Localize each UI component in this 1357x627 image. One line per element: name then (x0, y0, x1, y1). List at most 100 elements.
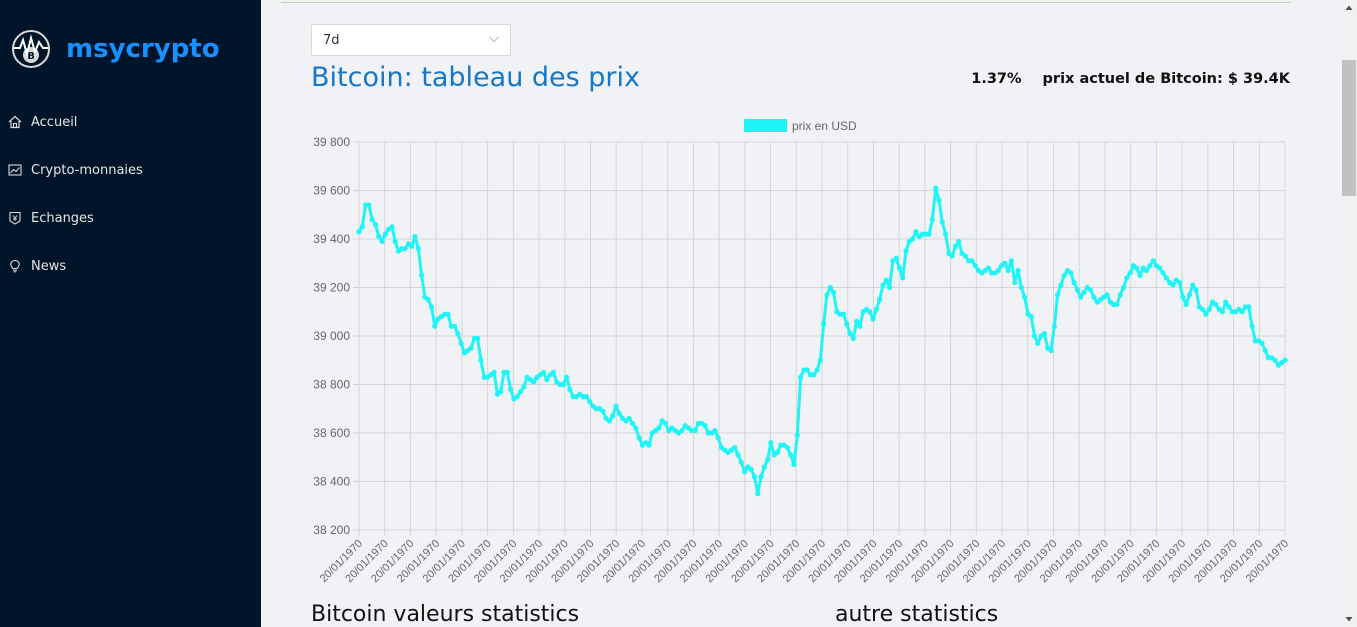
price-point (1028, 314, 1034, 320)
price-point (774, 449, 781, 455)
price-point (942, 231, 949, 237)
price-point (1137, 272, 1143, 278)
y-tick-label: 39 600 (313, 184, 350, 198)
price-point (811, 372, 817, 378)
sidebar-item-crypto-monnaies[interactable]: Crypto-monnaies (0, 146, 261, 194)
price-point (1015, 267, 1021, 274)
price-point (1203, 311, 1209, 317)
price-point (1246, 304, 1252, 310)
price-point (1190, 282, 1196, 288)
price-chart: prix en USD 39 800 39 600 39 400 39 200 39 00… (301, 110, 1341, 608)
price-point (1206, 306, 1212, 312)
price-point (821, 321, 827, 327)
price-point (751, 474, 758, 480)
price-point (1031, 333, 1038, 339)
price-point (784, 444, 790, 451)
price-point (1143, 267, 1150, 274)
price-point (366, 202, 372, 208)
price-point (893, 255, 899, 261)
price-point (468, 345, 474, 351)
price-point (478, 357, 484, 363)
y-tick-label: 39 200 (313, 281, 350, 295)
price-point (1008, 258, 1015, 264)
price-point (415, 246, 421, 252)
price-point (732, 444, 738, 451)
sidebar-item-echanges[interactable]: Echanges (0, 194, 261, 242)
price-point (550, 369, 557, 375)
price-point (712, 427, 718, 434)
price-point (636, 435, 642, 441)
price-point (1150, 258, 1156, 264)
sidebar-item-accueil[interactable]: Accueil (0, 98, 261, 146)
price-point (758, 474, 764, 480)
price-summary: 1.37% prix actuel de Bitcoin: $ 39.4K (971, 71, 1290, 87)
y-tick-label: 38 600 (313, 426, 350, 440)
bitcoin-logo-icon: B (12, 30, 50, 68)
price-point (409, 243, 415, 249)
price-point (1114, 301, 1120, 308)
scroll-up-icon[interactable] (1341, 0, 1357, 16)
sidebar-item-news[interactable]: News (0, 242, 261, 290)
price-point (883, 277, 889, 283)
price-point (1249, 323, 1255, 329)
price-point (929, 217, 936, 223)
price-point (507, 386, 514, 392)
price-point (491, 369, 497, 375)
price-point (445, 311, 451, 317)
price-point (972, 263, 978, 269)
price-point (827, 284, 833, 291)
price-point (1048, 347, 1054, 354)
price-point (389, 224, 395, 230)
price-point (1219, 309, 1225, 315)
price-point (1147, 263, 1153, 269)
price-point (903, 248, 909, 254)
price-point (656, 425, 662, 431)
price-point (1200, 306, 1206, 312)
price-point (1074, 287, 1080, 293)
y-tick-label: 38 800 (313, 378, 350, 392)
price-point (1018, 284, 1024, 291)
price-point (531, 379, 537, 385)
price-point (956, 238, 962, 245)
price-point (626, 415, 632, 422)
sidebar-item-label: Accueil (31, 114, 78, 130)
price-point (1160, 270, 1166, 276)
legend-label: prix en USD (792, 119, 857, 133)
scroll-down-icon[interactable] (1341, 611, 1357, 627)
price-point (379, 238, 385, 245)
price-point (1058, 282, 1064, 288)
period-select[interactable]: 7d (311, 24, 511, 56)
price-point (952, 243, 959, 249)
price-point (900, 275, 906, 281)
price-point (949, 253, 955, 259)
price-point (1170, 282, 1176, 288)
price-point (419, 272, 425, 278)
price-point (564, 374, 570, 380)
price-point (748, 466, 754, 472)
price-point (768, 440, 774, 446)
price-point (765, 457, 771, 463)
scrollbar-thumb[interactable] (1342, 60, 1356, 196)
price-point (985, 265, 992, 271)
price-point (1213, 301, 1219, 308)
price-point (633, 425, 639, 431)
page-title: Bitcoin: tableau des prix (311, 62, 641, 93)
price-point (610, 413, 616, 419)
price-point (1186, 292, 1193, 298)
price-point (1104, 292, 1110, 298)
sidebar-item-label: Echanges (31, 210, 94, 226)
logo[interactable]: B msycrypto (10, 28, 220, 70)
current-price: prix actuel de Bitcoin: $ 39.4K (1042, 71, 1290, 87)
sidebar-menu: Accueil Crypto-monnaies Echanges News (0, 98, 261, 290)
price-point (428, 304, 435, 310)
price-point (870, 316, 876, 322)
price-point (646, 442, 652, 448)
section-title-other-stats: autre statistics (835, 602, 999, 627)
price-point (1183, 301, 1189, 308)
price-point (857, 323, 863, 329)
y-tick-label: 38 200 (313, 523, 350, 537)
price-point (567, 386, 573, 392)
price-point (1193, 287, 1199, 293)
price-point (794, 432, 800, 439)
price-point (1157, 265, 1163, 271)
